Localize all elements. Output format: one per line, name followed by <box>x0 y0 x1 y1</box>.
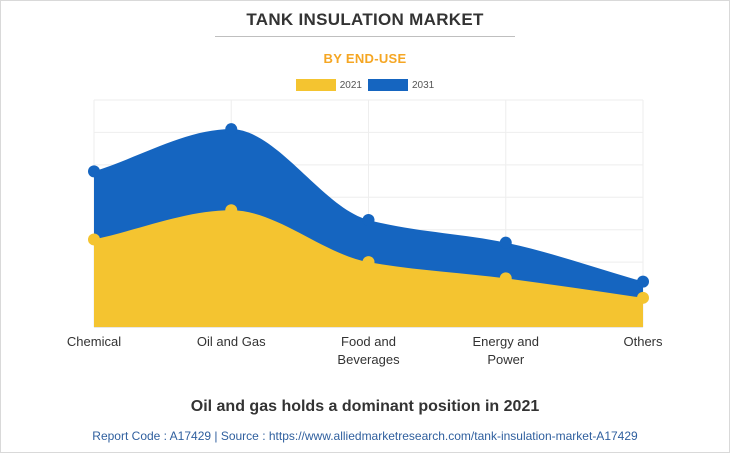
legend-item-2031[interactable]: 2031 <box>368 79 434 91</box>
x-tick-label-line: Energy and <box>473 334 540 349</box>
data-point-2031 <box>362 213 375 226</box>
chart-caption: Oil and gas holds a dominant position in… <box>190 398 540 415</box>
data-point-2021 <box>88 233 100 246</box>
x-tick-label: Oil and Gas <box>197 334 266 349</box>
data-point-2021 <box>225 204 238 217</box>
report-source-footer: Report Code : A17429 | Source : https://… <box>92 429 638 443</box>
chart-subtitle: BY END-USE <box>323 51 407 66</box>
data-point-2031 <box>88 165 100 178</box>
data-point-2031 <box>225 123 238 136</box>
x-tick-label-line: Food and <box>341 334 396 349</box>
x-tick-label-line: Chemical <box>67 334 121 349</box>
chart-legend: 2021 2031 <box>0 79 730 91</box>
data-point-2021 <box>637 291 649 304</box>
data-point-2031 <box>637 275 649 288</box>
legend-item-2021[interactable]: 2021 <box>295 79 362 91</box>
legend-label-2031: 2031 <box>412 79 435 91</box>
x-tick-label-line: Oil and Gas <box>197 334 266 349</box>
x-tick-label: Chemical <box>67 334 121 349</box>
legend-label-2021: 2021 <box>339 79 362 91</box>
x-tick-label: Food and Beverages <box>337 334 400 367</box>
x-tick-label-line: Beverages <box>337 352 400 367</box>
legend-swatch-2031 <box>368 79 408 91</box>
legend-swatch-2021 <box>295 79 336 91</box>
x-tick-label: Energy and Power <box>473 334 540 367</box>
data-point-2021 <box>362 256 375 269</box>
area-series-2021 <box>94 210 643 327</box>
x-tick-label-line: Others <box>623 334 663 349</box>
chart-title: TANK INSULATION MARKET <box>246 10 484 29</box>
data-point-2031 <box>499 236 512 249</box>
x-tick-label: Others <box>623 334 663 349</box>
x-tick-label-line: Power <box>487 352 525 367</box>
data-point-2021 <box>499 272 512 285</box>
title-divider <box>215 36 515 37</box>
